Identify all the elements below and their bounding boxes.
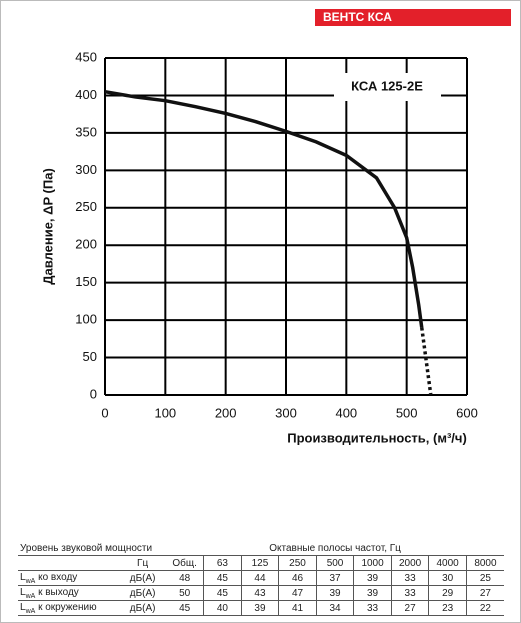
column-header: 63: [203, 555, 242, 571]
table-value: 39: [315, 585, 354, 601]
table-value: 41: [278, 600, 317, 616]
column-header: 125: [240, 555, 279, 571]
x-tick-label: 0: [101, 405, 108, 420]
column-header: 4000: [428, 555, 467, 571]
table-value: 46: [278, 570, 317, 586]
legend-label: КСА 125-2E: [351, 78, 423, 93]
table-value: 48: [166, 570, 204, 586]
x-tick-label: 200: [215, 405, 237, 420]
units-header: Гц: [119, 555, 167, 571]
column-header: 8000: [465, 555, 504, 571]
row-text: к выходу: [38, 586, 79, 598]
table-value: 33: [390, 585, 429, 601]
table-value: 29: [428, 585, 467, 601]
table-value: 47: [278, 585, 317, 601]
table-value: 44: [240, 570, 279, 586]
y-tick-label: 150: [75, 274, 97, 289]
row-symbol: L: [20, 571, 26, 583]
row-subscript: wA: [25, 577, 36, 585]
row-unit: дБ(А): [119, 585, 167, 601]
y-tick-label: 100: [75, 312, 97, 327]
y-tick-label: 0: [90, 386, 97, 401]
table-value: 27: [465, 585, 504, 601]
chart: 0 50 100 150 200 250 300 350 400 450 0 100 200 300 400…: [40, 49, 478, 445]
row-unit: дБ(А): [119, 570, 167, 586]
row-text: к окружению: [38, 601, 97, 613]
table-value: 50: [166, 585, 204, 601]
row-label: LwA ко входу: [18, 570, 120, 586]
table-value: 37: [315, 570, 354, 586]
table-value: 40: [203, 600, 242, 616]
table-value: 45: [203, 585, 242, 601]
y-tick-label: 50: [83, 349, 97, 364]
table-value: 34: [315, 600, 354, 616]
row-subscript: wA: [25, 607, 36, 615]
column-header: 500: [315, 555, 354, 571]
table-value: 45: [166, 600, 204, 616]
y-tick-label: 400: [75, 87, 97, 102]
sound-table: Уровень звуковой мощности Октавные полосы…: [18, 541, 504, 616]
y-tick-label: 200: [75, 237, 97, 252]
x-tick-label: 600: [456, 405, 478, 420]
row-label: LwA к выходу: [18, 585, 120, 601]
row-unit: дБ(А): [119, 600, 167, 616]
column-header: 2000: [390, 555, 429, 571]
table-value: 25: [465, 570, 504, 586]
row-symbol: L: [20, 586, 26, 598]
x-axis-label: Производительность, (м³/ч): [287, 430, 467, 445]
row-subscript: wA: [25, 592, 36, 600]
table-header: Уровень звуковой мощности: [18, 541, 167, 556]
table-value: 33: [390, 570, 429, 586]
y-tick-label: 300: [75, 162, 97, 177]
table-value: 39: [353, 570, 392, 586]
table-value: 30: [428, 570, 467, 586]
table-header: Октавные полосы частот, Гц: [166, 541, 504, 556]
table-value: 33: [353, 600, 392, 616]
brand-banner: ВЕНТС КСА: [315, 9, 511, 26]
column-header: Общ.: [166, 555, 204, 571]
row-label: LwA к окружению: [18, 600, 120, 616]
y-tick-label: 450: [75, 49, 97, 64]
y-tick-label: 350: [75, 124, 97, 139]
x-tick-label: 300: [275, 405, 297, 420]
table-value: 39: [353, 585, 392, 601]
legend-box: [334, 73, 441, 101]
row-symbol: L: [20, 601, 26, 613]
curve: [104, 89, 424, 328]
table-cell: [18, 555, 120, 571]
x-tick-label: 100: [154, 405, 176, 420]
column-header: 250: [278, 555, 317, 571]
x-tick-label: 500: [396, 405, 418, 420]
table-value: 39: [240, 600, 279, 616]
row-text: ко входу: [38, 571, 78, 583]
table-value: 45: [203, 570, 242, 586]
table-value: 43: [240, 585, 279, 601]
y-axis-label: Давление, ΔP (Па): [40, 168, 55, 285]
table-value: 22: [465, 600, 504, 616]
table-value: 27: [390, 600, 429, 616]
curve: [420, 327, 433, 396]
table-value: 23: [428, 600, 467, 616]
y-tick-label: 250: [75, 199, 97, 214]
x-tick-label: 400: [335, 405, 357, 420]
column-header: 1000: [353, 555, 392, 571]
